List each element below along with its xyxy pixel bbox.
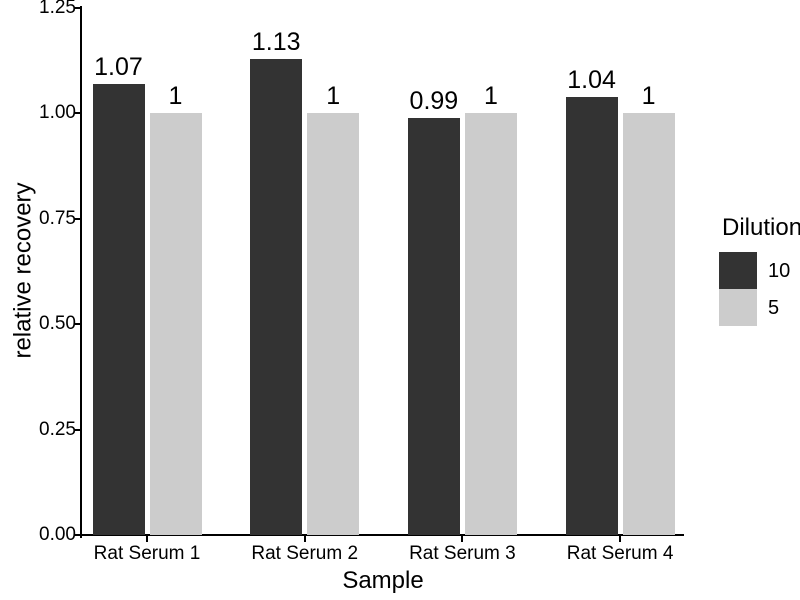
y-axis-tick-label: 1.00 (39, 102, 76, 124)
x-axis-tick (461, 536, 464, 542)
y-axis-title: relative recovery (9, 182, 37, 359)
bar-dilution-10-1 (92, 83, 145, 535)
bar-value-label: 1 (168, 82, 183, 111)
legend: Dilution 10 5 (719, 214, 800, 326)
bar-dilution-5-1 (149, 113, 202, 535)
bar-dilution-10-4 (565, 96, 618, 535)
x-axis-tick (619, 536, 622, 542)
bar-dilution-5-3 (464, 113, 517, 535)
legend-title: Dilution (722, 214, 800, 241)
bar-dilution-5-2 (307, 113, 360, 535)
y-axis-tick-label: 0.75 (39, 207, 76, 229)
y-axis-tick (74, 323, 80, 326)
x-axis-tick-label: Rat Serum 3 (409, 543, 516, 564)
bar-value-label: 1.07 (94, 52, 143, 81)
x-axis-tick-label: Rat Serum 1 (93, 543, 201, 564)
bar-value-label: 1 (483, 82, 498, 111)
legend-swatch-5 (719, 289, 757, 326)
y-axis-tick-label: 1.25 (39, 0, 76, 18)
y-axis-tick (74, 428, 80, 431)
x-axis-tick-label: Rat Serum 4 (566, 543, 674, 564)
legend-items: 10 5 (719, 252, 800, 326)
y-axis-tick (74, 534, 80, 536)
legend-item-5: 5 (719, 289, 800, 326)
bar-dilution-10-3 (407, 117, 460, 535)
bar-value-label: 1.04 (567, 65, 616, 94)
bar-value-label: 1 (326, 82, 341, 111)
y-axis-line (80, 6, 82, 538)
bar-dilution-10-2 (250, 58, 303, 535)
bar-value-label: 1.13 (251, 27, 301, 56)
x-axis-title: Sample (342, 567, 424, 594)
x-axis-tick-label: Rat Serum 2 (251, 543, 359, 564)
y-axis-tick-label: 0.25 (39, 418, 76, 440)
bar-value-label: 0.99 (409, 86, 459, 115)
x-axis-line (80, 534, 684, 536)
x-axis-tick (303, 536, 306, 542)
x-axis-tick (146, 536, 148, 542)
legend-label: 5 (768, 296, 780, 319)
y-axis-tick-label: 0.00 (39, 524, 76, 545)
bar-dilution-5-4 (622, 113, 675, 535)
y-axis-tick-label: 0.50 (39, 313, 76, 335)
legend-item-10: 10 (719, 252, 800, 289)
bar-value-label: 1 (641, 82, 656, 111)
y-axis-tick (74, 112, 80, 115)
legend-label: 10 (768, 259, 791, 282)
legend-swatch-10 (719, 252, 757, 289)
y-axis-tick (74, 217, 80, 220)
y-axis-tick (74, 7, 80, 9)
